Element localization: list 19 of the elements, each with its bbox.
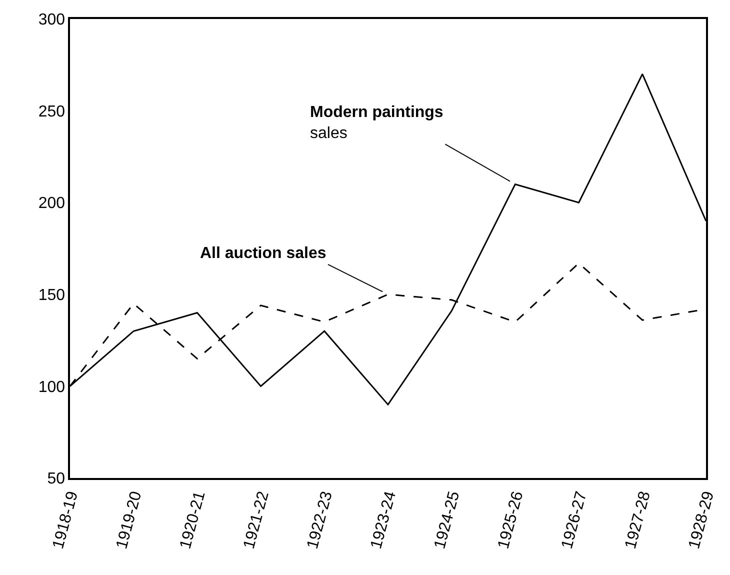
x-tick-label: 1919-20 — [114, 490, 146, 551]
x-tick-label: 1928-29 — [686, 490, 718, 551]
y-tick-label: 50 — [47, 470, 66, 488]
y-tick-label: 100 — [38, 378, 66, 396]
x-tick-label: 1923-24 — [368, 490, 400, 551]
y-tick-label: 150 — [38, 287, 66, 304]
x-tick-label: 1922-23 — [304, 490, 336, 551]
x-tick-label: 1925-26 — [495, 490, 527, 551]
x-tick-label: 1921-22 — [240, 490, 272, 551]
x-tick-label: 1927-28 — [622, 490, 654, 551]
y-tick-label: 200 — [38, 195, 66, 212]
annotation: Modern paintings sales — [310, 104, 444, 142]
y-tick-label: 300 — [38, 12, 66, 29]
x-tick-label: 1920-21 — [177, 490, 209, 551]
x-tick-label: 1924-25 — [432, 490, 464, 551]
annotation: All auction sales — [200, 245, 326, 262]
x-tick-label: 1918-19 — [50, 490, 82, 551]
y-tick-label: 250 — [38, 103, 66, 120]
x-tick-label: 1926-27 — [558, 490, 590, 551]
